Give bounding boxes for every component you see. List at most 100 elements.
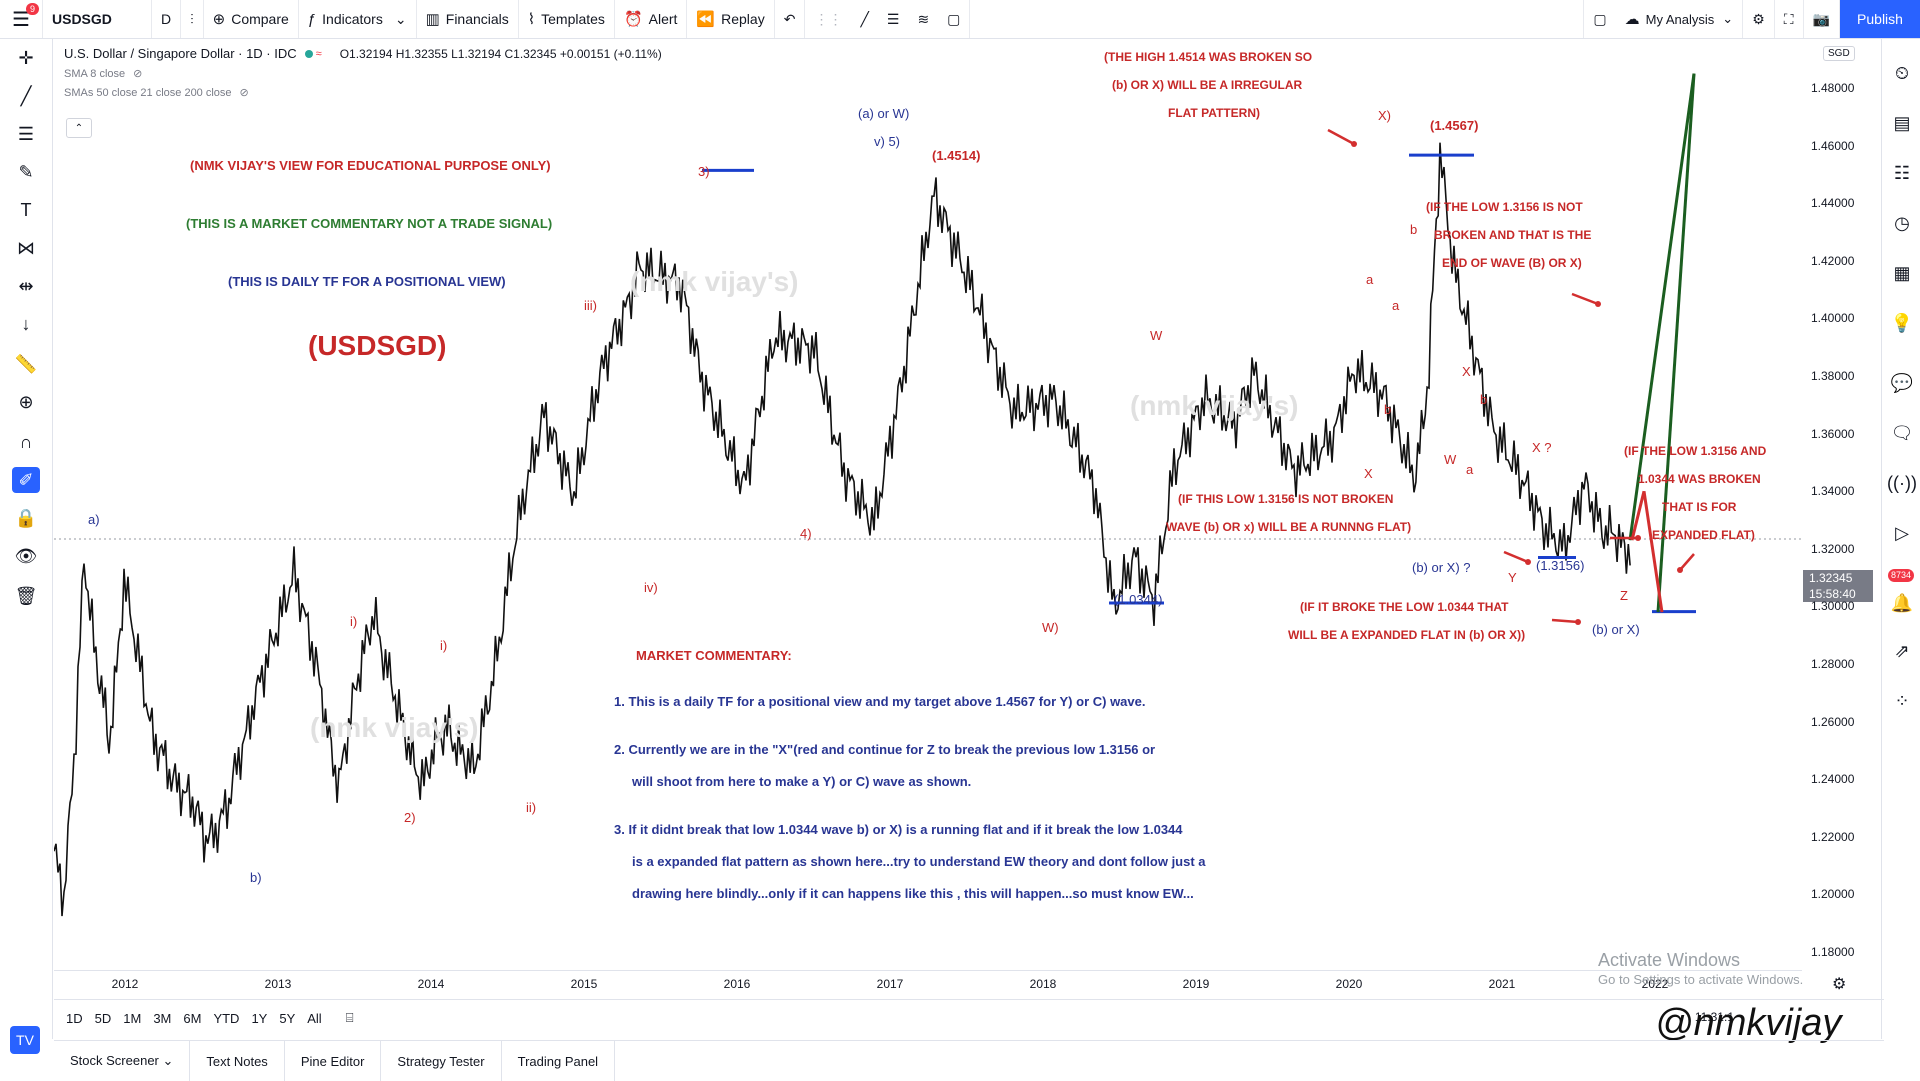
messages-button[interactable]: 🗨 [1890, 421, 1914, 445]
fullscreen-layout-button[interactable]: ▢ [1583, 0, 1615, 38]
bottom-tab-strategy-tester[interactable]: Strategy Tester [381, 1041, 502, 1081]
currency-label[interactable]: SGD [1823, 46, 1855, 61]
pattern-tool[interactable]: ⋈ [12, 235, 40, 261]
time-tick: 2022 [1641, 977, 1669, 991]
wave-label: W [1150, 328, 1163, 343]
gear-icon: ⚙ [1752, 10, 1765, 27]
streams-button[interactable]: ((·)) [1887, 471, 1917, 495]
range-button-3m[interactable]: 3M [153, 1010, 172, 1026]
drawing-toolbar-handle[interactable]: ⋮⋮ [805, 0, 851, 38]
time-axis[interactable]: 2012 2013 2014 2015 2016 2017 2018 2019 2020 2021… [54, 970, 1802, 999]
watchlist-button[interactable]: ⏲ [1890, 61, 1914, 85]
indicators-button[interactable]: ƒ Indicators ⌄ [299, 0, 417, 38]
bottom-tab-trading-panel[interactable]: Trading Panel [502, 1041, 616, 1081]
hide-drawings-tool[interactable]: 👁 [12, 543, 40, 569]
chart-type-button[interactable]: ⫶ [181, 0, 204, 38]
text-icon: T [20, 199, 32, 220]
activate-windows-title: Activate Windows [1598, 950, 1741, 970]
indicator-smas[interactable]: SMAs 50 close 21 close 200 close ⊘ [64, 86, 662, 100]
fib-quick-button[interactable]: ☰ [878, 0, 909, 38]
range-button-5y[interactable]: 5Y [279, 1010, 296, 1026]
wave-label: a) [88, 512, 100, 527]
annotation-both-broken: (IF THE LOW 1.3156 AND [1624, 444, 1767, 458]
annotation-both-broken: THAT IS FOR [1662, 500, 1737, 514]
tradingview-logo-icon[interactable]: TV [10, 1026, 40, 1054]
undo-button[interactable]: ↶ [775, 0, 806, 38]
ruler-tool[interactable]: 📏 [12, 351, 40, 377]
symbol-search-button[interactable]: USDSGD [43, 0, 152, 38]
range-button-6m[interactable]: 6M [183, 1010, 202, 1026]
delayed-icon: ≈ [315, 47, 322, 60]
wave-label: b [1410, 222, 1418, 237]
notifications-button[interactable]: 🔔 [1890, 591, 1914, 615]
compare-button[interactable]: ⊕ Compare [204, 0, 299, 38]
arrow-tool[interactable]: ↓ [12, 311, 40, 337]
ideas-button[interactable]: 💡 [1890, 311, 1914, 335]
range-button-1y[interactable]: 1Y [251, 1010, 268, 1026]
crosshair-tool[interactable]: ✛ [12, 45, 40, 71]
range-button-1d[interactable]: 1D [66, 1010, 83, 1026]
rectangle-quick-button[interactable]: ▢ [938, 0, 971, 38]
wave-label: iv) [644, 580, 658, 595]
chats-button[interactable]: 💬 [1890, 371, 1914, 395]
fib-tool[interactable]: ☰ [12, 121, 40, 147]
calendar-button[interactable]: ▦ [1890, 261, 1914, 285]
more-button[interactable]: ⁘ [1890, 689, 1914, 713]
annotation-running-flat: (IF THIS LOW 1.3156 IS NOT BROKEN [1178, 492, 1394, 506]
range-button-1m[interactable]: 1M [123, 1010, 142, 1026]
chart-legend: U.S. Dollar / Singapore Dollar · 1D · ID… [64, 46, 662, 99]
brush-tool[interactable]: ✎ [12, 159, 40, 185]
drag-handle-icon: ⋮⋮ [814, 10, 843, 27]
settings-button[interactable]: ⚙ [1743, 0, 1775, 38]
replay-button[interactable]: ⏪ Replay [687, 0, 775, 38]
axis-settings-icon[interactable]: ⚙ [1832, 976, 1847, 993]
eye-slash-icon[interactable]: ⊘ [239, 87, 249, 99]
interval-button[interactable]: D [152, 0, 182, 38]
financials-button[interactable]: ▥ Financials [417, 0, 519, 38]
bottom-tab-pine-editor[interactable]: Pine Editor [285, 1041, 382, 1081]
trading-panel-button[interactable]: ⇗ [1890, 639, 1914, 663]
remove-drawings-tool[interactable]: 🗑 [12, 583, 40, 609]
range-button-all[interactable]: All [307, 1010, 322, 1026]
magnet-tool[interactable]: ∩ [12, 429, 40, 455]
play-button[interactable]: ▷ [1890, 521, 1914, 545]
range-button-ytd[interactable]: YTD [213, 1010, 240, 1026]
lock-tool[interactable]: 🔒 [12, 505, 40, 531]
trendline-tool[interactable]: ╱ [12, 83, 40, 109]
hotlists-button[interactable]: ◷ [1890, 211, 1914, 235]
range-button-5d[interactable]: 5D [94, 1010, 112, 1026]
zoom-tool[interactable]: ⊕ [12, 389, 40, 415]
price-tick: 1.24000 [1811, 772, 1855, 787]
prediction-tool[interactable]: ⇹ [12, 273, 40, 299]
templates-button[interactable]: ⌇ Templates [519, 0, 615, 38]
main-menu-button[interactable]: ☰ 9 [0, 0, 43, 38]
stay-drawing-tool[interactable]: ✐ [12, 467, 40, 493]
collapse-legend-button[interactable]: ⌃ [66, 118, 92, 138]
news-button[interactable]: ▤ [1890, 111, 1914, 135]
indicator-sma8[interactable]: SMA 8 close ⊘ [64, 67, 662, 81]
trendline-quick-button[interactable]: ╱ [851, 0, 877, 38]
pitchfork-quick-button[interactable]: ≋ [908, 0, 938, 38]
arrow-down-icon: ↓ [21, 313, 31, 334]
annotation-high-broken: (b) OR X) WILL BE A IRREGULAR [1112, 78, 1303, 92]
clock[interactable]: 11:31:1 [1694, 1010, 1734, 1024]
eye-slash-icon[interactable]: ⊘ [133, 68, 143, 80]
publish-button[interactable]: Publish [1840, 0, 1920, 38]
annotation-high-broken: FLAT PATTERN) [1168, 106, 1260, 120]
fullscreen-button[interactable]: ⛶ [1775, 0, 1804, 38]
layout-menu-button[interactable]: ☁ My Analysis ⌄ [1616, 0, 1744, 38]
symbol-title[interactable]: U.S. Dollar / Singapore Dollar · 1D · ID… [64, 46, 297, 61]
price-axis[interactable]: SGD 1.32345 15:58:40 1.48000 1.46000 1.440… [1803, 40, 1881, 970]
annotation-arrow-head [1351, 141, 1357, 147]
bottom-tab-text-notes[interactable]: Text Notes [190, 1041, 285, 1081]
goto-date-button[interactable]: ⌸ [346, 1010, 354, 1026]
price-chart[interactable] [54, 40, 1802, 970]
alert-button[interactable]: ⏰ Alert [615, 0, 688, 38]
indicator-label: SMA 8 close [64, 67, 126, 80]
bottom-tab-stock-screener[interactable]: Stock Screener ⌄ [54, 1041, 191, 1081]
snapshot-button[interactable]: 📷 [1804, 0, 1840, 38]
data-window-button[interactable]: ☷ [1890, 161, 1914, 185]
text-tool[interactable]: T [12, 197, 40, 223]
price-tick: 1.38000 [1811, 369, 1855, 383]
time-tick: 2015 [570, 977, 598, 991]
